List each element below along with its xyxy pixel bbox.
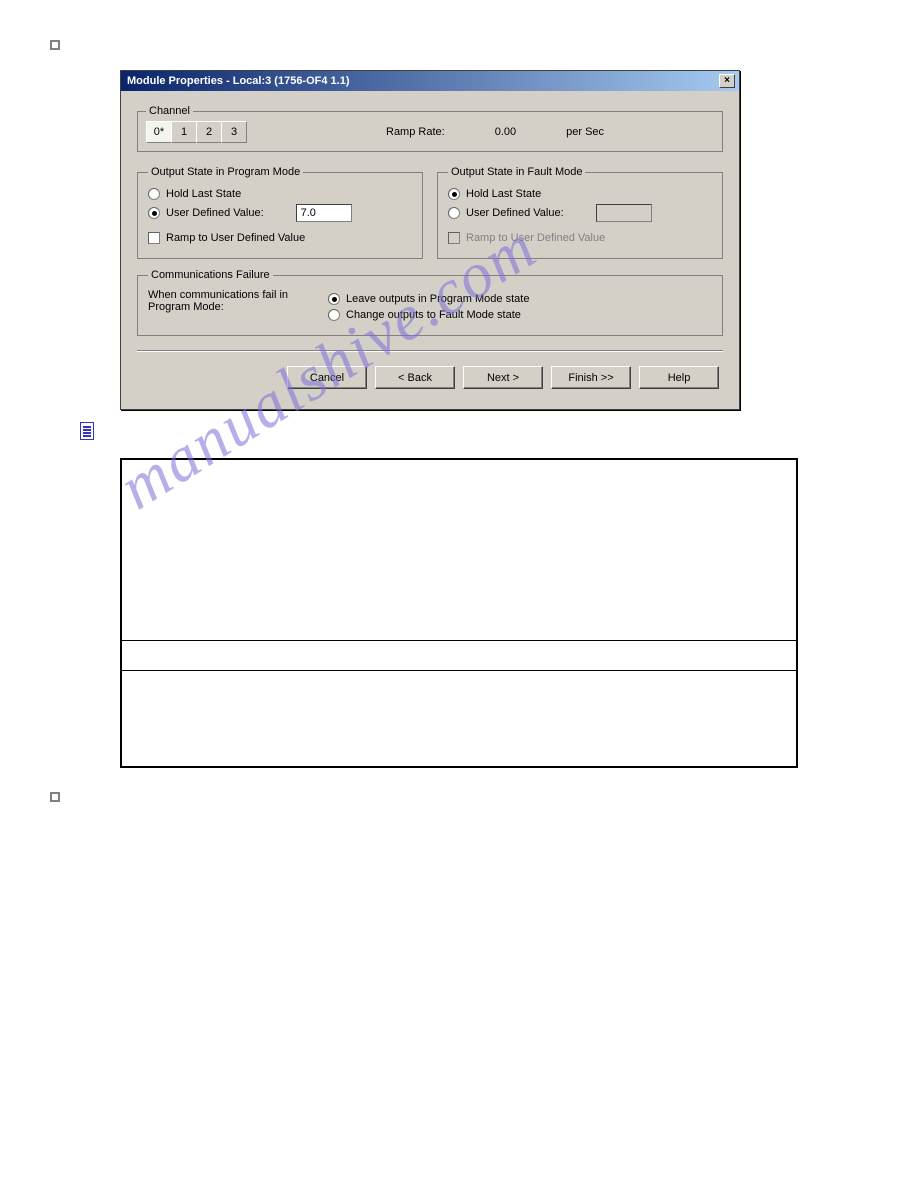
fault-user-radio[interactable]	[448, 207, 460, 219]
comm-text-line1: When communications fail in	[148, 289, 288, 301]
channel-tab-1[interactable]: 1	[171, 121, 197, 143]
fault-hold-label: Hold Last State	[466, 188, 541, 200]
program-hold-radio[interactable]	[148, 188, 160, 200]
cancel-button[interactable]: Cancel	[287, 366, 367, 389]
fault-user-value-input	[596, 204, 652, 222]
ramp-rate-unit: per Sec	[566, 126, 604, 138]
separator	[137, 350, 723, 352]
comm-change-label: Change outputs to Fault Mode state	[346, 309, 521, 321]
comm-leave-radio[interactable]	[328, 293, 340, 305]
fault-user-label: User Defined Value:	[466, 207, 564, 219]
fault-mode-fieldset: Output State in Fault Mode Hold Last Sta…	[437, 166, 723, 259]
comm-text-line2: Program Mode:	[148, 301, 224, 313]
fault-ramp-checkbox	[448, 232, 460, 244]
comm-failure-text: When communications fail in Program Mode…	[148, 289, 308, 313]
ramp-rate-value: 0.00	[495, 126, 516, 138]
info-table	[120, 458, 798, 768]
table-divider-1	[122, 640, 796, 641]
comm-failure-fieldset: Communications Failure When communicatio…	[137, 269, 723, 336]
bullet-marker-top	[50, 40, 60, 50]
comm-failure-legend: Communications Failure	[148, 269, 273, 281]
comm-leave-label: Leave outputs in Program Mode state	[346, 293, 529, 305]
next-button[interactable]: Next >	[463, 366, 543, 389]
comm-change-radio[interactable]	[328, 309, 340, 321]
button-row: Cancel < Back Next > Finish >> Help	[137, 366, 723, 393]
help-button[interactable]: Help	[639, 366, 719, 389]
program-ramp-checkbox[interactable]	[148, 232, 160, 244]
close-button[interactable]: ×	[719, 74, 735, 88]
fault-ramp-label: Ramp to User Defined Value	[466, 232, 605, 244]
program-user-radio[interactable]	[148, 207, 160, 219]
titlebar: Module Properties - Local:3 (1756-OF4 1.…	[121, 71, 739, 91]
table-divider-2	[122, 670, 796, 671]
program-user-label: User Defined Value:	[166, 207, 264, 219]
program-user-value-input[interactable]	[296, 204, 352, 222]
dialog-body: Channel 0* 1 2 3 Ramp Rate: 0.00 per Sec…	[121, 91, 739, 409]
channel-legend: Channel	[146, 105, 193, 117]
program-mode-legend: Output State in Program Mode	[148, 166, 303, 178]
dialog-title: Module Properties - Local:3 (1756-OF4 1.…	[127, 75, 350, 87]
channel-fieldset: Channel 0* 1 2 3 Ramp Rate: 0.00 per Sec	[137, 105, 723, 152]
program-hold-label: Hold Last State	[166, 188, 241, 200]
back-button[interactable]: < Back	[375, 366, 455, 389]
channel-tab-0[interactable]: 0*	[146, 121, 172, 143]
bullet-marker-bottom	[50, 792, 60, 802]
channel-tab-3[interactable]: 3	[221, 121, 247, 143]
finish-button[interactable]: Finish >>	[551, 366, 631, 389]
fault-mode-legend: Output State in Fault Mode	[448, 166, 585, 178]
program-mode-fieldset: Output State in Program Mode Hold Last S…	[137, 166, 423, 259]
ramp-rate-label: Ramp Rate:	[386, 126, 445, 138]
fault-hold-radio[interactable]	[448, 188, 460, 200]
module-properties-dialog: Module Properties - Local:3 (1756-OF4 1.…	[120, 70, 740, 410]
channel-tab-2[interactable]: 2	[196, 121, 222, 143]
note-icon	[80, 422, 94, 440]
program-ramp-label: Ramp to User Defined Value	[166, 232, 305, 244]
